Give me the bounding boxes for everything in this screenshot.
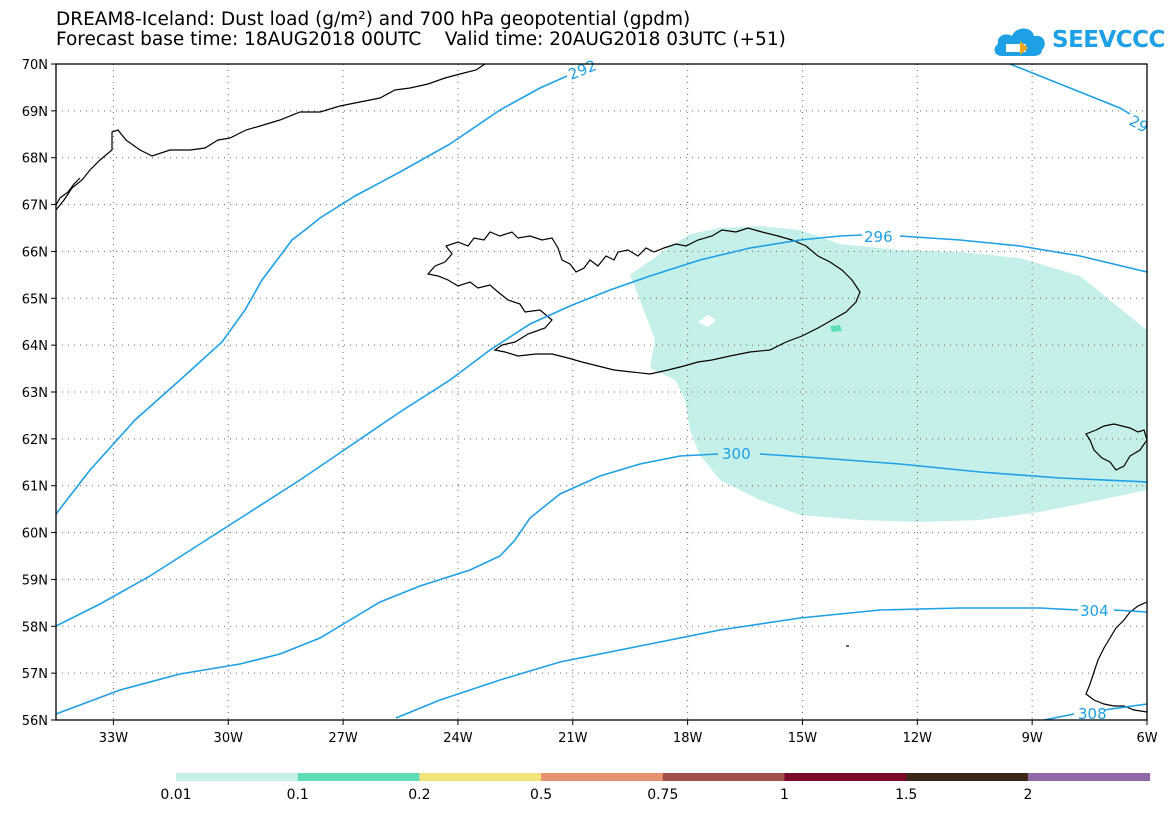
lat-label: 57N [22,667,48,682]
longitude-axis: 33W 30W 27W 24W 21W 18W 15W 12W 9W 6W [99,720,1158,746]
contour-308 [1043,713,1075,720]
colorbar-label: 0.75 [647,787,678,803]
dust-load-area [630,226,1147,522]
colorbar-label: 1 [780,787,789,803]
lon-label: 12W [903,731,933,746]
lat-label: 59N [22,573,48,588]
lat-label: 64N [22,339,48,354]
contour-label-296: 296 [864,228,893,246]
colorbar-label: 1.5 [895,787,917,803]
lat-label: 60N [22,527,48,542]
lat-label: 61N [22,480,48,495]
lat-label: 63N [22,386,48,401]
colorbar-label: 0.5 [530,787,552,803]
lon-label: 6W [1136,731,1157,746]
lon-label: 27W [328,731,358,746]
lon-label: 9W [1022,731,1043,746]
colorbar-label: 2 [1023,787,1032,803]
map-grid [56,64,1147,720]
contour-label-292: 292 [566,56,599,83]
colorbar-segment [541,773,664,781]
lat-label: 56N [22,714,48,729]
contour-296-east [899,235,1147,273]
lon-label: 21W [558,731,588,746]
lat-label: 62N [22,433,48,448]
colorbar-segment [906,773,1029,781]
lat-label: 70N [22,58,48,73]
colorbar-segment [1027,773,1151,781]
contour-308-east [1103,703,1147,711]
dust-load-inner-patch [698,315,716,327]
contour-300-east [759,453,1147,483]
lon-label: 33W [99,731,129,746]
scotland-coastline [1085,601,1147,713]
map-title: DREAM8-Iceland: Dust load (g/m²) and 700… [56,9,691,30]
contour-300-west [56,453,719,715]
greenland-coastline [56,64,486,211]
lat-label: 68N [22,152,48,167]
contour-304 [395,607,1079,719]
contour-label-308: 308 [1078,705,1107,723]
contour-304-east [1113,609,1147,613]
dust-load-high-patch [830,325,842,332]
greenland-coastline-west [56,177,81,206]
iceland-coastline [426,227,861,375]
contour-label-300: 300 [722,445,751,463]
colorbar-segment [297,773,420,781]
contour-label-304: 304 [1080,602,1109,620]
colorbar-segment [419,773,542,781]
colorbar-label: 0.1 [287,787,309,803]
lon-label: 18W [673,731,703,746]
lat-label: 69N [22,105,48,120]
seevccc-logo: SEEVCCC [990,22,1165,62]
contour-292-west [56,234,863,627]
lon-label: 24W [443,731,473,746]
colorbar-segment [176,773,299,781]
lon-label: 15W [788,731,818,746]
map-subtitle: Forecast base time: 18AUG2018 00UTC Vali… [56,29,786,50]
lat-label: 67N [22,199,48,214]
colorbar-segment [662,773,785,781]
logo-text: SEEVCCC [1052,27,1165,53]
colorbar-segment [784,773,907,781]
colorbar-label: 0.01 [160,787,191,803]
lat-label: 58N [22,620,48,635]
faroe-islands-coastline [1085,423,1147,471]
lat-label: 65N [22,292,48,307]
contour-298-north [1009,64,1131,115]
dust-load-colorbar: 0.01 0.1 0.2 0.5 0.75 1 1.5 2 [160,773,1151,803]
cloud-logo-icon [994,28,1045,56]
colorbar-label: 0.2 [408,787,430,803]
lat-label: 66N [22,245,48,260]
latitude-axis: 70N 69N 68N 67N 66N 65N 64N 63N 62N 61N 60N 59N 58N 5… [22,58,56,729]
lon-label: 30W [214,731,244,746]
contour-292 [56,75,568,515]
